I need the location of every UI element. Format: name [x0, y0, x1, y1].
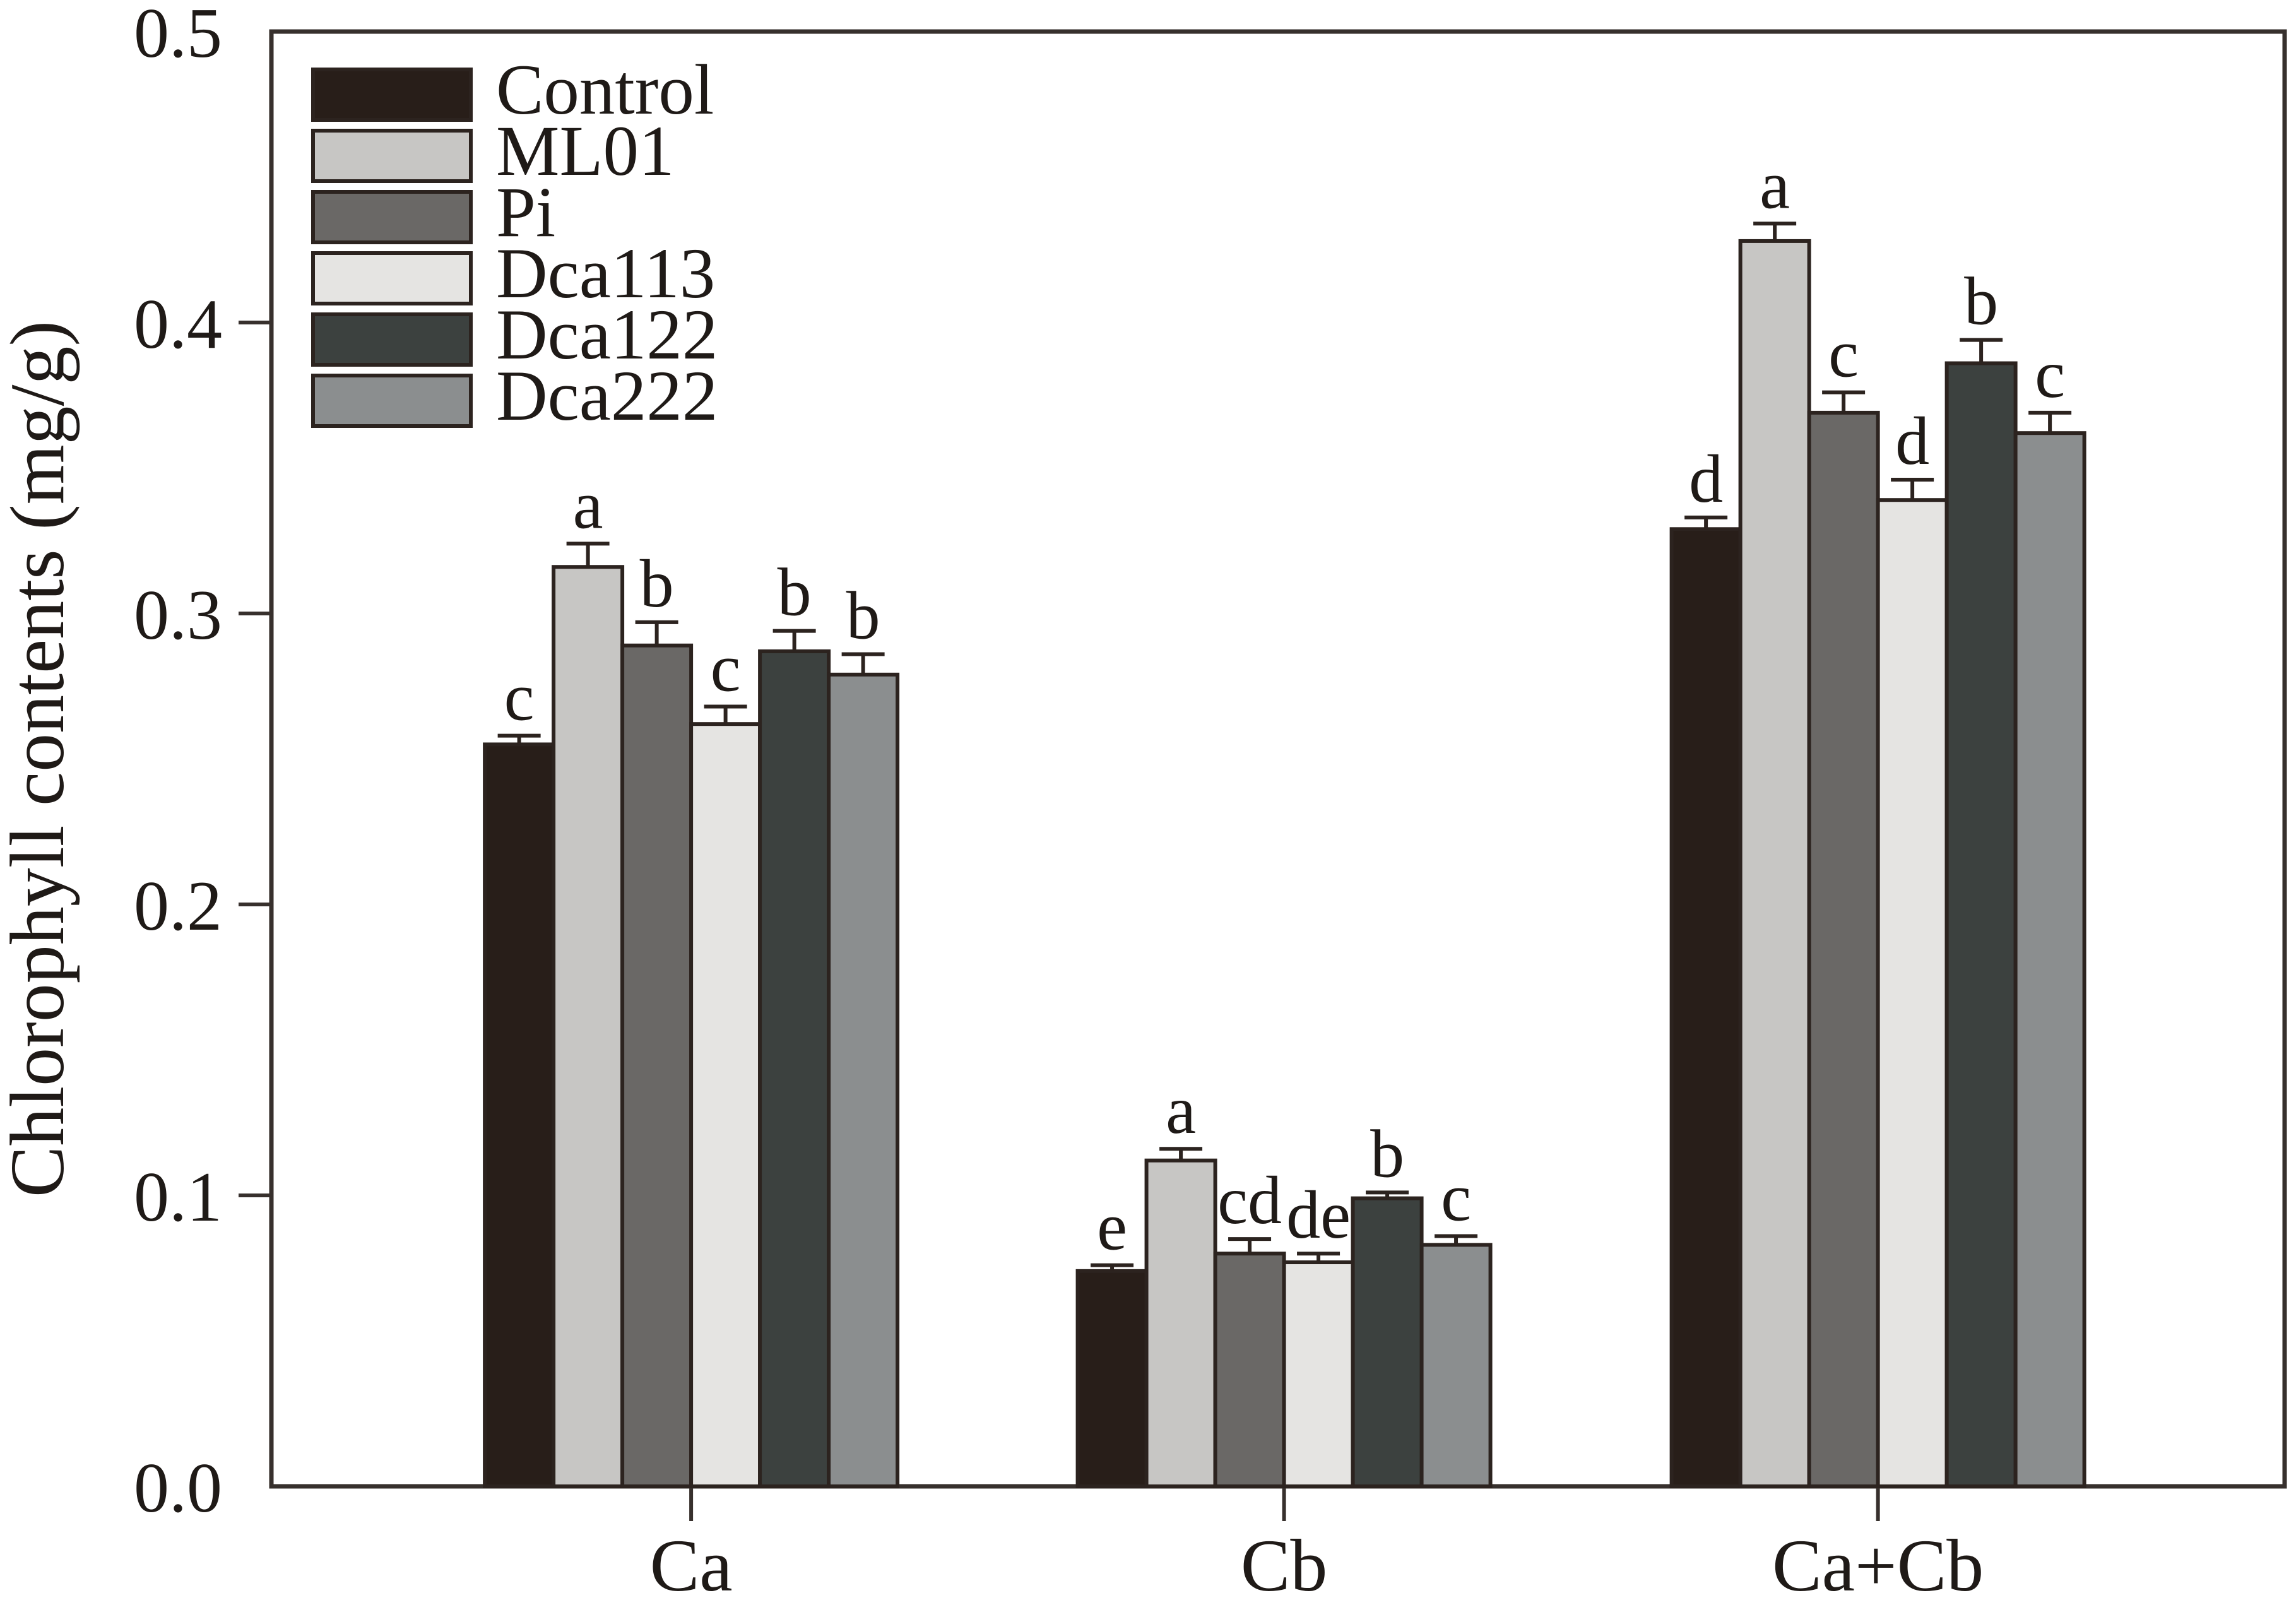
x-axis-label: Ca+Cb [1772, 1524, 1984, 1605]
bar-dca122-ca [758, 649, 831, 1488]
bar-dca222-ca [827, 672, 900, 1488]
significance-letter: b [1964, 264, 1998, 340]
y-axis-title: Chlorophyll contents (mg/g) [0, 321, 80, 1197]
bar-dca113-capluscb [1876, 498, 1949, 1489]
legend-swatch-dca122 [311, 312, 473, 367]
bar-pi-capluscb [1807, 410, 1880, 1488]
bar-dca222-cb [1419, 1243, 1493, 1488]
bar-control-cb [1075, 1269, 1149, 1488]
bar-ml01-capluscb [1738, 239, 1811, 1488]
significance-letter: d [1895, 404, 1929, 479]
significance-letter: cd [1217, 1163, 1282, 1238]
significance-letter: e [1097, 1190, 1127, 1265]
significance-letter: a [1166, 1073, 1196, 1148]
bar-control-capluscb [1669, 527, 1743, 1488]
bar-pi-ca [620, 643, 694, 1489]
legend-label-control: Control [496, 50, 714, 129]
y-tick-label: 0.4 [134, 285, 222, 364]
bar-dca113-cb [1282, 1260, 1355, 1489]
significance-letter: b [778, 555, 812, 631]
bar-dca222-capluscb [2013, 431, 2086, 1488]
significance-letter: c [1441, 1161, 1471, 1236]
legend-swatch-ml01 [311, 129, 473, 183]
bar-control-ca [483, 742, 556, 1488]
significance-letter: c [711, 631, 741, 706]
bar-pi-cb [1213, 1252, 1286, 1488]
significance-letter: b [640, 547, 674, 622]
bar-dca113-ca [689, 722, 762, 1488]
significance-letter: a [573, 468, 603, 543]
significance-letter: de [1286, 1178, 1351, 1253]
significance-letter: c [1828, 317, 1859, 392]
legend-swatch-dca113 [311, 251, 473, 305]
legend-label-pi: Pi [496, 173, 555, 252]
bar-ml01-cb [1144, 1158, 1217, 1489]
bar-dca122-capluscb [1944, 361, 2018, 1488]
legend-swatch-pi [311, 190, 473, 244]
significance-letter: a [1760, 148, 1790, 223]
x-axis-label: Ca [650, 1524, 733, 1605]
bar-ml01-ca [552, 565, 625, 1488]
legend-label-dca122: Dca122 [496, 295, 718, 374]
legend-swatch-control [311, 68, 473, 122]
y-tick-label: 0.5 [134, 0, 222, 73]
y-tick-label: 0.1 [134, 1158, 222, 1236]
legend-label-dca113: Dca113 [496, 234, 715, 313]
bar-dca122-cb [1351, 1196, 1424, 1488]
y-tick-label: 0.3 [134, 576, 222, 654]
x-axis-label: Cb [1241, 1524, 1328, 1605]
significance-letter: b [846, 579, 880, 654]
significance-letter: d [1689, 442, 1723, 517]
legend-label-dca222: Dca222 [496, 357, 718, 435]
significance-letter: c [2035, 337, 2065, 412]
significance-letter: b [1370, 1116, 1404, 1192]
significance-letter: c [504, 660, 535, 735]
legend-label-ml01: ML01 [496, 112, 675, 191]
y-tick-label: 0.0 [134, 1449, 222, 1527]
y-tick-label: 0.2 [134, 867, 222, 945]
legend-swatch-dca222 [311, 374, 473, 428]
